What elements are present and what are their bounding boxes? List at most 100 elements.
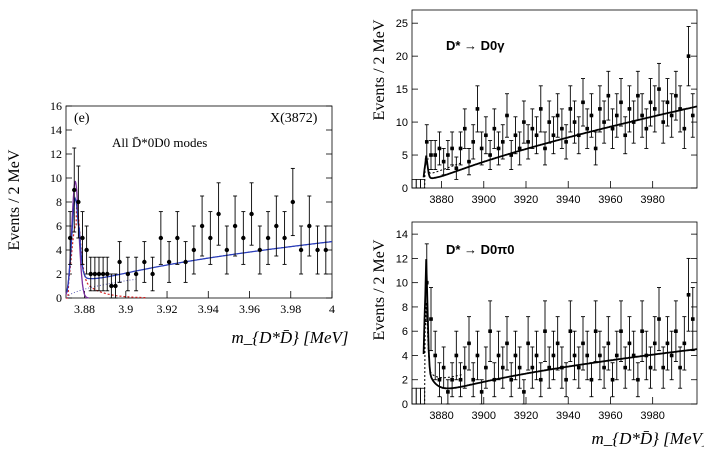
right-bottom-data-point xyxy=(585,353,590,358)
right-top-histogram-bin xyxy=(420,179,426,189)
right-bottom-data-point xyxy=(522,390,526,394)
right-bottom-data-point xyxy=(433,353,438,358)
right-top-data-point xyxy=(538,107,543,111)
right-top-data-point xyxy=(564,140,568,144)
right-bottom-data-point xyxy=(669,353,674,358)
right-top-data-point xyxy=(488,153,492,157)
right-bottom-data-point xyxy=(602,365,606,370)
right-bottom-data-point xyxy=(568,329,573,333)
right-bottom-data-point xyxy=(454,353,459,358)
right-top-data-point xyxy=(657,87,661,91)
right-bottom-data-point xyxy=(589,377,594,382)
left-data-point xyxy=(142,259,147,265)
right-bottom-data-point xyxy=(682,341,687,346)
right-top-data-point xyxy=(433,153,438,157)
left-data-point xyxy=(166,259,172,265)
right-bottom-data-point xyxy=(446,390,450,394)
right-bottom-data-point xyxy=(492,377,497,382)
left-y-tick-label: 6 xyxy=(56,219,62,233)
right-top-x-tick-label: 3940 xyxy=(556,194,580,206)
left-x-tick-label: 3.88 xyxy=(74,302,95,316)
right-bottom-plot-frame xyxy=(411,221,698,405)
right-bottom-x-tick-label: 3940 xyxy=(556,410,580,422)
right-bottom-y-axis-label: Events / 2 MeV xyxy=(371,239,388,340)
right-bottom-legend: D* → D0π0 xyxy=(446,242,514,257)
right-top-data-point xyxy=(581,100,585,105)
right-bottom-histogram-bin xyxy=(411,387,417,405)
right-bottom-y-tick-label: 4 xyxy=(402,350,408,362)
right-bottom-y-tick-label: 0 xyxy=(402,399,408,411)
right-top-data-point xyxy=(543,146,547,151)
right-top-data-point xyxy=(636,93,640,98)
right-bottom-y-tick-label: 8 xyxy=(402,302,408,314)
left-data-point xyxy=(265,235,271,241)
left-data-point xyxy=(158,235,164,241)
right-bottom-data-point xyxy=(424,280,429,285)
right-bottom-data-point xyxy=(471,377,476,382)
right-top-data-point xyxy=(458,146,463,151)
left-x-tick-label: 3.9 xyxy=(118,302,133,316)
right-top-y-tick-label: 25 xyxy=(396,18,408,30)
right-top-data-point xyxy=(678,107,682,111)
right-top-data-point xyxy=(652,107,657,111)
right-bottom-data-point xyxy=(564,377,568,382)
right-bottom-data-point xyxy=(509,377,514,382)
right-bottom-x-tick-label: 3920 xyxy=(514,410,538,422)
right-top-data-point xyxy=(547,120,552,124)
left-data-points xyxy=(67,147,329,299)
left-data-point xyxy=(100,271,106,277)
left-y-tick-label: 14 xyxy=(50,123,62,137)
right-bottom-data-point xyxy=(627,341,632,346)
left-y-axis-label: Events / 2 MeV xyxy=(6,149,23,250)
left-y-tick-label: 0 xyxy=(56,291,62,305)
right-top-data-point xyxy=(513,133,518,138)
right-bottom-data-point xyxy=(526,341,530,346)
right-top-data-point xyxy=(627,107,632,111)
right-top-data-point xyxy=(454,166,459,171)
right-bottom-data-point xyxy=(619,329,623,333)
right-bottom-data-point xyxy=(538,377,543,382)
right-bottom-data-point xyxy=(631,353,636,358)
right-top-y-tick-label: 0 xyxy=(402,183,408,195)
right-bottom-data-point xyxy=(644,353,649,358)
right-top-data-point xyxy=(610,126,615,131)
right-bottom-x-tick-label: 3960 xyxy=(598,410,622,422)
right-top-data-point xyxy=(555,113,560,118)
left-data-point xyxy=(208,235,213,241)
right-bottom-data-point xyxy=(530,365,535,370)
left-data-point xyxy=(96,271,102,277)
left-data-point xyxy=(175,235,180,241)
right-bottom-data-point xyxy=(467,341,471,346)
left-data-point xyxy=(274,223,279,229)
left-data-point xyxy=(125,271,131,277)
left-data-point xyxy=(224,247,230,253)
left-y-tick-label: 10 xyxy=(50,171,62,185)
right-top-data-point xyxy=(560,126,564,131)
right-bottom-histogram-bin xyxy=(415,387,421,405)
right-top-data-point xyxy=(424,140,429,144)
left-y-tick-label: 16 xyxy=(50,99,62,113)
right-bottom-data-point xyxy=(657,317,661,321)
right-bottom-data-point xyxy=(547,365,552,370)
left-data-point xyxy=(290,199,296,205)
right-bottom-data-point xyxy=(674,329,678,333)
right-bottom-data-point xyxy=(441,365,446,370)
left-data-point xyxy=(282,235,287,241)
left-x-tick-label: 3.98 xyxy=(280,302,301,316)
right-top-data-point xyxy=(665,100,670,105)
right-top-x-tick-label: 3900 xyxy=(472,194,496,206)
left-total-fit-curve xyxy=(66,196,333,293)
right-bottom-data-point xyxy=(488,329,492,333)
left-data-point xyxy=(183,259,188,265)
right-bottom-data-point xyxy=(581,341,585,346)
right-top-data-point xyxy=(492,126,497,131)
left-data-point xyxy=(232,223,238,229)
left-data-point xyxy=(72,187,77,193)
right-top-data-point xyxy=(576,133,581,138)
right-top-data-point xyxy=(589,113,594,118)
right-bottom-data-point xyxy=(543,329,547,333)
right-top-data-point xyxy=(640,113,644,118)
right-top-plot-frame xyxy=(411,9,698,189)
right-bottom-data-point xyxy=(598,353,602,358)
right-top-data-point xyxy=(517,146,522,151)
